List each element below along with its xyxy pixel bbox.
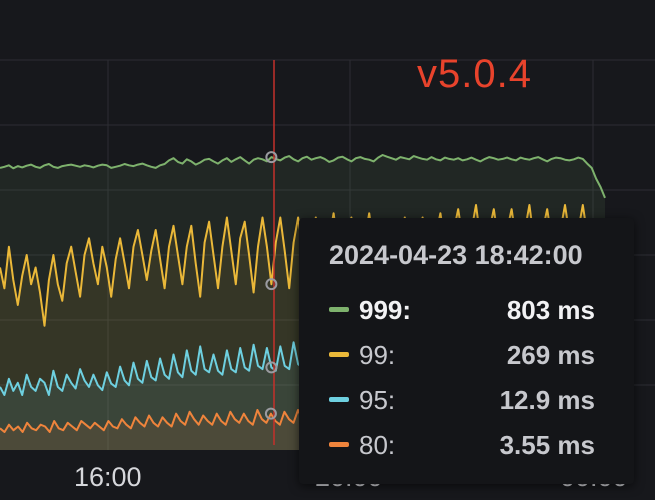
hover-points xyxy=(264,151,278,420)
tooltip-series-value: 269 ms xyxy=(506,340,595,370)
tooltip-series-name: 95: xyxy=(359,385,396,415)
hover-point-99 xyxy=(265,278,278,291)
tooltip-series-value: 3.55 ms xyxy=(499,430,595,460)
hover-point-999 xyxy=(265,151,278,164)
hover-point-95 xyxy=(265,361,278,374)
tooltip-series-value: 803 ms xyxy=(506,295,595,325)
series-line-999 xyxy=(0,154,606,199)
x-axis-tick-1600: 16:00 xyxy=(74,462,142,492)
tooltip-row-999: 999: 803 ms xyxy=(329,291,619,331)
hover-point-80 xyxy=(264,407,277,420)
tooltip-timestamp: 2024-04-23 18:42:00 xyxy=(329,240,583,270)
tooltip-row-99: 99: 269 ms xyxy=(329,336,619,376)
tooltip-series-name: 999: xyxy=(359,295,412,325)
series-swatch-80 xyxy=(329,442,349,447)
tooltip-series-value: 12.9 ms xyxy=(499,385,595,415)
series-swatch-999 xyxy=(329,307,349,312)
series-swatch-95 xyxy=(329,397,349,402)
version-annotation-label[interactable]: v5.0.4 xyxy=(417,52,532,96)
tooltip-series-name: 99: xyxy=(359,340,396,370)
tooltip-row-80: 80: 3.55 ms xyxy=(329,426,619,466)
series-swatch-99 xyxy=(329,352,349,357)
hover-tooltip: 2024-04-23 18:42:00 999: 803 ms 99: 269 … xyxy=(299,218,634,484)
tooltip-series-name: 80: xyxy=(359,430,396,460)
tooltip-row-95: 95: 12.9 ms xyxy=(329,381,619,421)
